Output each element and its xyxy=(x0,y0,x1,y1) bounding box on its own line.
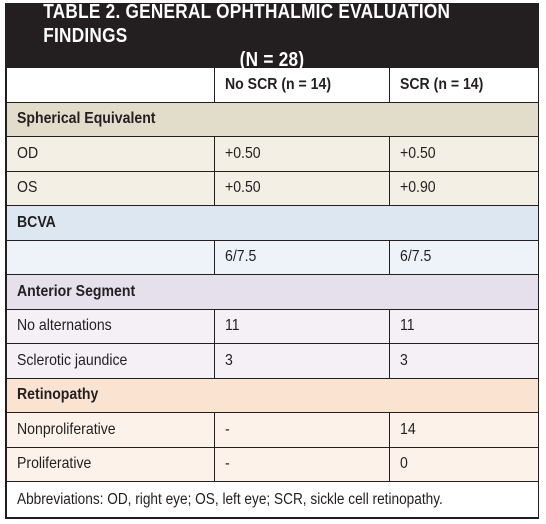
cell-scr: 6/7.5 xyxy=(389,239,538,275)
cell-scr: 3 xyxy=(389,343,538,379)
row-label xyxy=(6,239,215,275)
evaluation-findings-table: TABLE 2. GENERAL OPHTHALMIC EVALUATION F… xyxy=(5,3,539,519)
cell-scr: +0.90 xyxy=(389,170,538,206)
cell-no-scr: - xyxy=(214,412,390,448)
findings-table: No SCR (n = 14) SCR (n = 14) Spherical E… xyxy=(6,67,538,518)
row-label: Sclerotic jaundice xyxy=(6,343,215,379)
table-title: TABLE 2. GENERAL OPHTHALMIC EVALUATION F… xyxy=(43,3,501,71)
cell-no-scr: 11 xyxy=(214,308,390,344)
row-label: OD xyxy=(6,136,215,172)
table-title-line-2: (N = 28) xyxy=(239,48,305,71)
cell-scr: 14 xyxy=(389,412,538,448)
cell-scr: +0.50 xyxy=(389,136,538,172)
cell-no-scr: +0.50 xyxy=(214,170,390,206)
table-row: Nonproliferative - 14 xyxy=(6,412,538,448)
table-row: OD +0.50 +0.50 xyxy=(6,136,538,172)
cell-no-scr: 6/7.5 xyxy=(214,239,390,275)
section-heading-row: Spherical Equivalent xyxy=(6,101,538,137)
footnote: Abbreviations: OD, right eye; OS, left e… xyxy=(6,481,538,518)
column-header-row: No SCR (n = 14) SCR (n = 14) xyxy=(6,67,538,103)
cell-no-scr: +0.50 xyxy=(214,136,390,172)
section-heading-spherical-equivalent: Spherical Equivalent xyxy=(6,101,538,137)
table-title-line-1: TABLE 2. GENERAL OPHTHALMIC EVALUATION F… xyxy=(43,3,451,47)
table-title-bar: TABLE 2. GENERAL OPHTHALMIC EVALUATION F… xyxy=(6,3,538,71)
row-label: Proliferative xyxy=(6,446,215,482)
cell-scr: 0 xyxy=(389,446,538,482)
table-row: Proliferative - 0 xyxy=(6,446,538,482)
table-row: 6/7.5 6/7.5 xyxy=(6,239,538,275)
section-heading-row: Retinopathy xyxy=(6,377,538,413)
table-row: OS +0.50 +0.90 xyxy=(6,170,538,206)
column-header-blank xyxy=(6,67,215,103)
column-header-no-scr: No SCR (n = 14) xyxy=(214,67,390,103)
section-heading-anterior-segment: Anterior Segment xyxy=(6,274,538,310)
table-row: Sclerotic jaundice 3 3 xyxy=(6,343,538,379)
column-header-scr: SCR (n = 14) xyxy=(389,67,538,103)
row-label: No alternations xyxy=(6,308,215,344)
cell-no-scr: 3 xyxy=(214,343,390,379)
row-label: OS xyxy=(6,170,215,206)
section-heading-bcva: BCVA xyxy=(6,205,538,241)
cell-no-scr: - xyxy=(214,446,390,482)
section-heading-retinopathy: Retinopathy xyxy=(6,377,538,413)
cell-scr: 11 xyxy=(389,308,538,344)
row-label: Nonproliferative xyxy=(6,412,215,448)
section-heading-row: BCVA xyxy=(6,205,538,241)
footnote-row: Abbreviations: OD, right eye; OS, left e… xyxy=(6,481,538,518)
section-heading-row: Anterior Segment xyxy=(6,274,538,310)
table-row: No alternations 11 11 xyxy=(6,308,538,344)
